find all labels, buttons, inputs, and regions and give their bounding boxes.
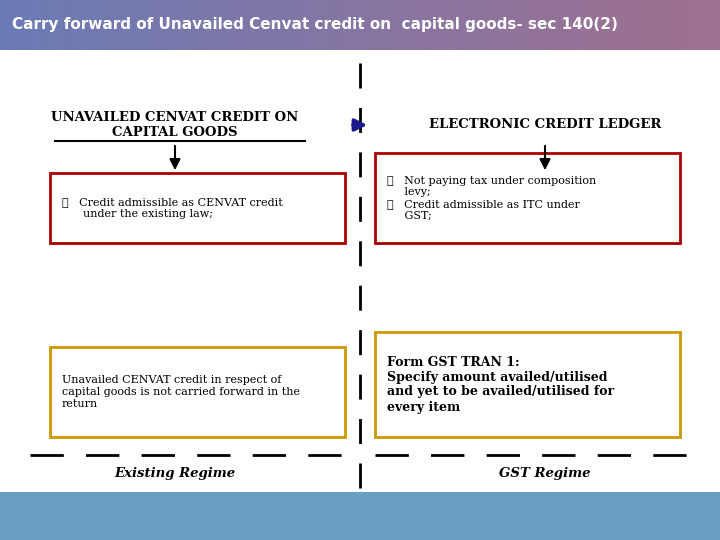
Text: ✓   Credit admissible as CENVAT credit
      under the existing law;: ✓ Credit admissible as CENVAT credit und… [62, 197, 283, 219]
Text: Unavailed CENVAT credit in respect of
capital goods is not carried forward in th: Unavailed CENVAT credit in respect of ca… [62, 375, 300, 409]
FancyBboxPatch shape [50, 347, 345, 437]
Text: Existing Regime: Existing Regime [114, 467, 235, 480]
Text: ELECTRONIC CREDIT LEDGER: ELECTRONIC CREDIT LEDGER [429, 118, 661, 132]
Text: UNAVAILED CENVAT CREDIT ON
CAPITAL GOODS: UNAVAILED CENVAT CREDIT ON CAPITAL GOODS [51, 111, 299, 139]
Text: Form GST TRAN 1:
Specify amount availed/utilised
and yet to be availed/utilised : Form GST TRAN 1: Specify amount availed/… [387, 355, 614, 414]
FancyBboxPatch shape [375, 332, 680, 437]
Text: GST Regime: GST Regime [499, 467, 590, 480]
FancyBboxPatch shape [50, 173, 345, 243]
FancyBboxPatch shape [375, 153, 680, 243]
Text: ✓   Not paying tax under composition
     levy;
✓   Credit admissible as ITC und: ✓ Not paying tax under composition levy;… [387, 176, 596, 220]
Bar [0, 492, 720, 540]
Text: Carry forward of Unavailed Cenvat credit on  capital goods- sec 140(2): Carry forward of Unavailed Cenvat credit… [12, 17, 618, 32]
